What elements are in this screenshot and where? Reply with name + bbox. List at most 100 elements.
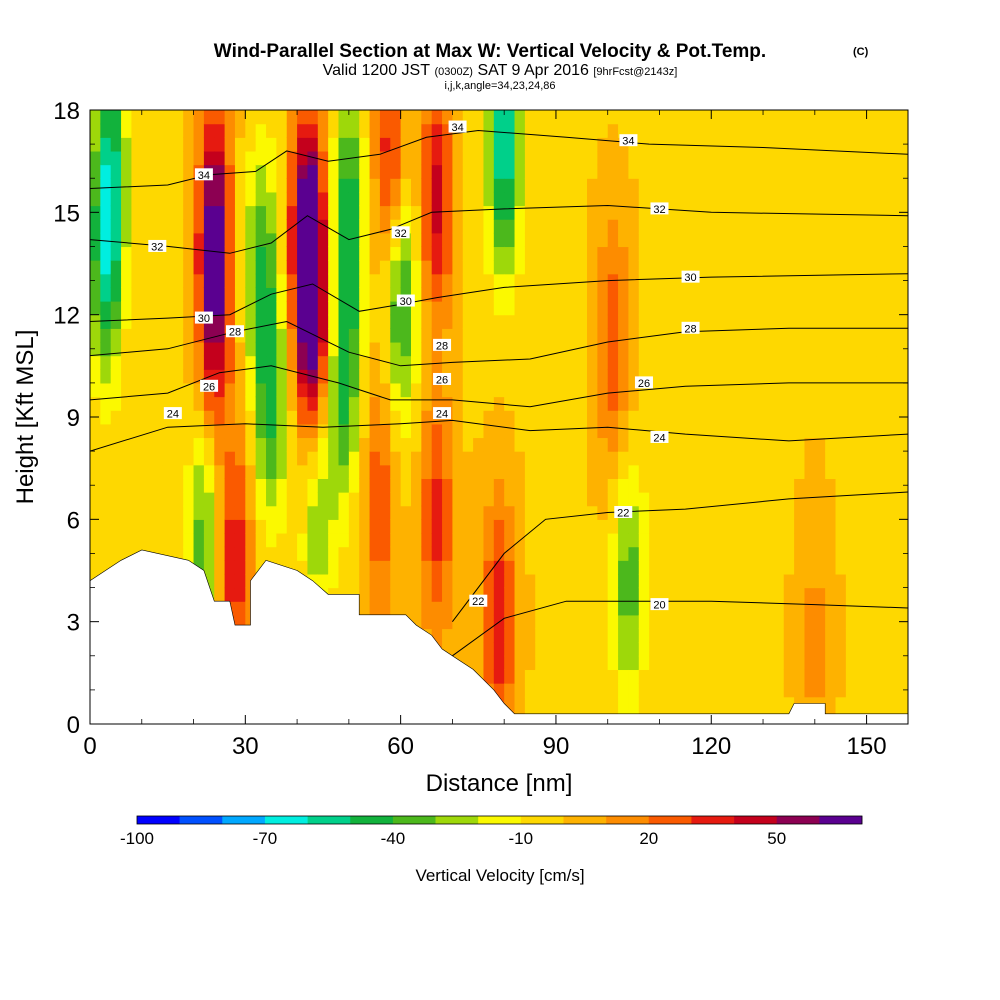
velocity-cell xyxy=(338,328,350,343)
velocity-cell xyxy=(628,246,640,261)
velocity-cell xyxy=(162,232,174,248)
velocity-cell xyxy=(410,614,422,630)
velocity-cell xyxy=(690,314,702,329)
velocity-cell xyxy=(131,301,143,316)
velocity-cell xyxy=(555,369,567,384)
velocity-cell xyxy=(462,205,474,220)
velocity-cell xyxy=(835,219,847,234)
velocity-cell xyxy=(845,287,857,302)
velocity-cell xyxy=(400,246,412,261)
velocity-cell xyxy=(555,437,567,452)
velocity-cell xyxy=(690,423,702,439)
velocity-cell xyxy=(431,260,443,275)
velocity-cell xyxy=(700,423,712,439)
velocity-cell xyxy=(100,560,112,575)
velocity-cell xyxy=(224,341,236,357)
grid-indices: i,j,k,angle=34,23,24,86 xyxy=(444,80,555,92)
velocity-cell xyxy=(317,423,329,439)
velocity-cell xyxy=(897,546,908,561)
velocity-cell xyxy=(514,396,526,411)
velocity-cell xyxy=(628,355,640,370)
velocity-cell xyxy=(452,478,464,493)
velocity-cell xyxy=(773,205,785,220)
velocity-cell xyxy=(597,232,609,248)
velocity-cell xyxy=(234,396,246,411)
velocity-cell xyxy=(514,110,526,125)
velocity-cell xyxy=(721,505,733,520)
velocity-cell xyxy=(876,287,888,302)
velocity-cell xyxy=(814,423,826,439)
velocity-cell xyxy=(452,601,464,616)
velocity-cell xyxy=(493,341,505,357)
velocity-cell xyxy=(721,696,733,711)
velocity-cell xyxy=(566,369,578,384)
velocity-cell xyxy=(493,314,505,329)
velocity-cell xyxy=(234,451,246,466)
velocity-cell xyxy=(814,341,826,357)
velocity-cell xyxy=(483,587,495,602)
velocity-cell xyxy=(721,655,733,671)
velocity-cell xyxy=(711,328,723,343)
velocity-cell xyxy=(307,273,319,288)
velocity-cell xyxy=(121,287,133,302)
velocity-cell xyxy=(721,369,733,384)
velocity-cell xyxy=(121,423,133,439)
velocity-cell xyxy=(379,532,391,548)
velocity-cell xyxy=(100,369,112,384)
velocity-cell xyxy=(721,642,733,657)
velocity-cell xyxy=(711,301,723,316)
velocity-cell xyxy=(659,423,671,439)
velocity-cell xyxy=(473,355,485,370)
velocity-cell xyxy=(452,164,464,179)
velocity-cell xyxy=(400,178,412,193)
velocity-cell xyxy=(597,587,609,602)
velocity-cell xyxy=(876,150,888,166)
velocity-cell xyxy=(483,573,495,589)
velocity-cell xyxy=(897,178,908,193)
velocity-cell xyxy=(400,287,412,302)
velocity-cell xyxy=(835,560,847,575)
velocity-cell xyxy=(442,492,453,507)
velocity-cell xyxy=(234,137,246,152)
velocity-cell xyxy=(504,382,516,398)
velocity-cell xyxy=(390,314,402,329)
velocity-cell xyxy=(493,587,505,602)
velocity-cell xyxy=(317,355,329,370)
velocity-cell xyxy=(638,464,650,479)
velocity-cell xyxy=(338,341,350,357)
velocity-cell xyxy=(421,546,433,561)
velocity-cell xyxy=(90,505,101,520)
velocity-cell xyxy=(431,246,443,261)
contour-label-text: 28 xyxy=(229,327,241,339)
velocity-cell xyxy=(576,191,588,207)
velocity-cell xyxy=(597,178,609,193)
velocity-cell xyxy=(317,164,329,179)
velocity-cell xyxy=(369,287,381,302)
velocity-cell xyxy=(379,164,391,179)
contour-label-text: 30 xyxy=(684,272,696,284)
velocity-cell xyxy=(535,137,547,152)
velocity-cell xyxy=(193,232,205,248)
velocity-cell xyxy=(338,532,350,548)
velocity-cell xyxy=(680,205,692,220)
velocity-cell xyxy=(773,464,785,479)
velocity-cell xyxy=(245,478,257,493)
velocity-cell xyxy=(266,191,277,207)
velocity-cell xyxy=(141,178,153,193)
velocity-cell xyxy=(545,532,557,548)
velocity-cell xyxy=(400,110,412,125)
velocity-cell xyxy=(814,519,826,534)
velocity-cell xyxy=(555,464,567,479)
contour-label: 24 xyxy=(163,407,182,421)
velocity-cell xyxy=(203,110,215,125)
velocity-cell xyxy=(431,232,443,248)
velocity-cell xyxy=(473,246,485,261)
velocity-cell xyxy=(804,191,816,207)
contour-label: 26 xyxy=(433,372,452,386)
velocity-cell xyxy=(286,451,298,466)
velocity-cell xyxy=(172,110,184,125)
velocity-cell xyxy=(214,505,226,520)
velocity-cell xyxy=(172,437,184,452)
contour-label: 22 xyxy=(469,594,488,608)
velocity-cell xyxy=(711,178,723,193)
